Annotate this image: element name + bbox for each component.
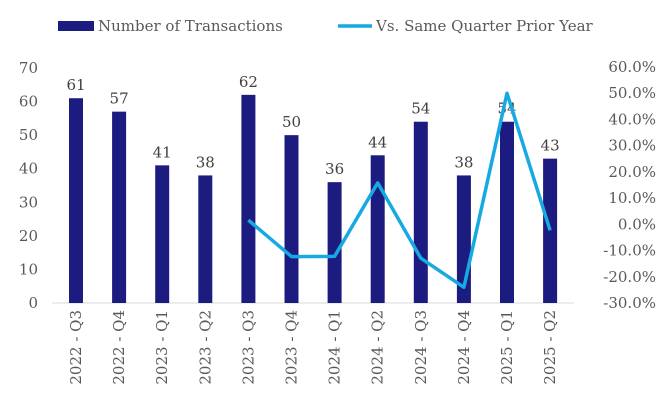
bar-data-label: 50: [282, 113, 301, 131]
x-tick-label: 2023 - Q4: [283, 310, 301, 385]
right-tick-label: 40.0%: [608, 110, 656, 128]
x-tick-label: 2025 - Q1: [498, 310, 516, 385]
left-tick-label: 10: [19, 260, 38, 278]
bar-data-label: 36: [325, 160, 344, 178]
right-tick-label: 50.0%: [608, 84, 656, 102]
x-tick-label: 2022 - Q3: [67, 310, 85, 385]
legend-swatch-bar: [58, 21, 94, 31]
x-tick-label: 2024 - Q4: [455, 310, 473, 385]
left-tick-label: 20: [19, 227, 38, 245]
bar: [543, 158, 558, 303]
x-tick-label: 2022 - Q4: [110, 310, 128, 385]
bar-data-label: 57: [110, 90, 129, 108]
bar-data-label: 44: [368, 133, 387, 151]
left-tick-label: 0: [28, 294, 38, 312]
bar: [500, 121, 514, 303]
x-tick-label: 2024 - Q2: [369, 310, 387, 385]
x-tick-label: 2023 - Q3: [239, 310, 257, 385]
bar: [327, 182, 342, 303]
x-tick-label: 2024 - Q1: [326, 310, 344, 385]
bar: [370, 155, 385, 303]
right-tick-label: 20.0%: [608, 163, 656, 181]
bar: [198, 175, 213, 303]
bar-data-label: 41: [153, 143, 172, 161]
right-tick-label: 0.0%: [618, 215, 656, 233]
left-tick-label: 60: [19, 93, 38, 111]
legend-label-bar: Number of Transactions: [98, 17, 283, 35]
left-tick-label: 50: [19, 126, 38, 144]
bar: [112, 111, 127, 304]
bar-data-label: 43: [541, 137, 560, 155]
bar-data-label: 38: [196, 153, 215, 171]
x-tick-label: 2024 - Q3: [412, 310, 430, 385]
x-tick-label: 2025 - Q2: [541, 310, 559, 385]
right-tick-label: -20.0%: [603, 268, 656, 286]
bar: [413, 121, 428, 303]
bar: [284, 135, 299, 303]
right-tick-label: 10.0%: [608, 189, 656, 207]
right-tick-label: -10.0%: [603, 242, 656, 260]
bar-data-label: 38: [454, 153, 473, 171]
left-tick-label: 70: [19, 59, 38, 77]
bar-data-label: 54: [411, 100, 430, 118]
bar: [241, 94, 256, 303]
x-tick-label: 2023 - Q2: [196, 310, 214, 385]
bar-data-label: 62: [239, 73, 258, 91]
bar: [69, 98, 83, 303]
yoy-line: [247, 91, 552, 290]
right-tick-label: -30.0%: [603, 294, 656, 312]
right-tick-label: 60.0%: [608, 58, 656, 76]
right-tick-label: 30.0%: [608, 137, 656, 155]
bar: [155, 165, 170, 303]
bar-data-label: 61: [66, 76, 85, 94]
left-tick-label: 40: [19, 160, 38, 178]
x-tick-label: 2023 - Q1: [153, 310, 171, 385]
legend-label-line: Vs. Same Quarter Prior Year: [375, 17, 594, 35]
left-tick-label: 30: [19, 193, 38, 211]
